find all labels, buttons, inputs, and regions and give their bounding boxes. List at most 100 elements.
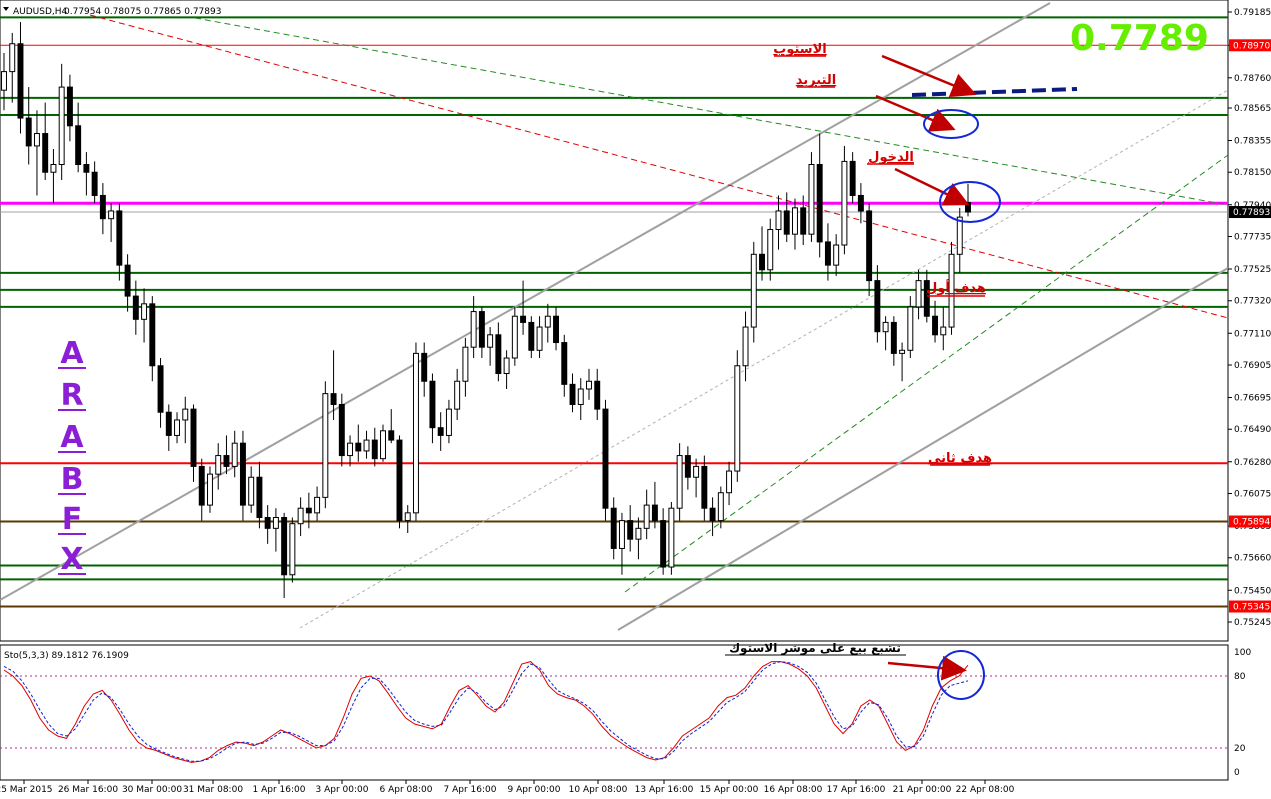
candle-body <box>487 334 494 348</box>
candle-body <box>198 465 205 506</box>
candle-body <box>726 470 733 494</box>
candle-body <box>33 133 40 147</box>
candle-body <box>923 280 930 317</box>
arabfx-watermark: A R A B F X <box>58 336 86 577</box>
candle-body <box>42 133 49 173</box>
stop-annotation: الاستوب <box>773 42 826 57</box>
cooling-arrow <box>875 94 956 132</box>
candle-body <box>693 465 700 478</box>
candle-body <box>775 210 782 231</box>
candle-body <box>421 352 428 382</box>
candle-body <box>445 408 452 436</box>
candle-body <box>660 520 667 568</box>
candle-body <box>264 516 271 529</box>
candle-body <box>470 311 477 348</box>
time-tick-label: 6 Apr 08:00 <box>380 785 433 795</box>
candle-body <box>462 346 469 382</box>
candle-body <box>553 315 560 344</box>
candle-body <box>380 430 386 460</box>
candle-body <box>338 403 345 457</box>
price-tick-label: 0.76905 <box>1234 361 1271 371</box>
channel-lower-line <box>617 267 1229 631</box>
candles <box>1 22 971 599</box>
candle-body <box>108 210 115 220</box>
entry-circle <box>939 181 1001 223</box>
price-tick-label: 0.77320 <box>1234 297 1271 307</box>
candle-body <box>58 86 65 165</box>
green-support-line <box>624 154 1229 593</box>
candle-body <box>874 280 881 333</box>
time-tick-label: 13 Apr 16:00 <box>635 785 694 795</box>
time-tick-label: 16 Apr 08:00 <box>764 785 823 795</box>
stoch-pane <box>0 644 1229 781</box>
current-price-big: 0.7789 <box>1070 18 1209 59</box>
candle-body <box>816 164 823 243</box>
candle-body <box>207 473 213 506</box>
stoch-tick-label: 0 <box>1234 768 1240 778</box>
symbol-dropdown-icon[interactable] <box>3 7 9 11</box>
channel-mid-line <box>299 89 1229 629</box>
candle-body <box>610 507 617 549</box>
candle-body <box>66 86 73 127</box>
stoch-main-line <box>3 661 969 763</box>
candle-body <box>437 427 444 436</box>
candle-body <box>478 311 485 348</box>
time-tick-label: 15 Apr 00:00 <box>700 785 759 795</box>
price-tick-label: 0.77940 <box>1234 201 1271 211</box>
candle-body <box>866 210 873 282</box>
horizontal-levels <box>0 16 1228 608</box>
candle-body <box>759 253 765 271</box>
stop-arrow <box>881 54 977 97</box>
candle-body <box>231 442 238 467</box>
candle-body <box>396 439 403 522</box>
symbol-label: AUDUSD,H4 <box>13 7 68 17</box>
candle-body <box>124 264 131 297</box>
candle-body <box>388 430 395 441</box>
green-trend-line <box>194 17 1229 206</box>
candle-body <box>157 365 164 413</box>
trend-lines <box>0 2 1229 631</box>
watermark-letter: A <box>60 336 84 371</box>
candle-body <box>223 455 230 467</box>
watermark-letter: R <box>60 378 83 413</box>
candle-body <box>627 520 634 540</box>
candle-body <box>132 295 139 320</box>
candle-body <box>503 357 510 375</box>
candle-body <box>833 244 840 266</box>
time-tick-label: 10 Apr 08:00 <box>569 785 628 795</box>
price-tick-label: 0.76075 <box>1234 489 1271 499</box>
candle-body <box>363 439 370 452</box>
stoch-tick-label: 100 <box>1234 648 1251 658</box>
price-flag-label: 0.78970 <box>1233 41 1270 51</box>
target2-annotation: هدف ثاني <box>928 451 992 466</box>
candle-body <box>75 125 82 166</box>
candle-body <box>454 380 461 410</box>
stoch-signal-line <box>3 661 969 762</box>
candle-body <box>750 253 757 328</box>
candle-body <box>17 43 24 119</box>
entry-annotation: الدخول <box>868 150 914 165</box>
candle-body <box>289 523 296 576</box>
candle-body <box>857 194 864 212</box>
candle-body <box>907 306 914 351</box>
time-tick-label: 17 Apr 16:00 <box>827 785 886 795</box>
price-tick-label: 0.77525 <box>1234 265 1271 275</box>
candle-body <box>50 164 57 173</box>
time-tick-label: 1 Apr 16:00 <box>253 785 306 795</box>
candle-body <box>577 388 584 405</box>
price-flag-label: 0.75345 <box>1233 603 1270 613</box>
candle-body <box>330 393 337 405</box>
candle-body <box>25 117 32 147</box>
stoch-arrow <box>887 655 967 681</box>
stoch-tick-label: 20 <box>1234 744 1246 754</box>
candle-body <box>965 202 971 213</box>
candle-body <box>569 383 576 405</box>
stoch-label: Sto(5,3,3) 89.1812 76.1909 <box>4 651 129 661</box>
time-tick-label: 9 Apr 00:00 <box>508 785 561 795</box>
watermark-letter: X <box>60 542 83 577</box>
candle-body <box>511 315 518 359</box>
time-tick-label: 7 Apr 16:00 <box>444 785 497 795</box>
target1-annotation: هدف أول <box>926 279 986 296</box>
time-axis: 25 Mar 2015 26 Mar 16:00 30 Mar 00:00 31 Ma… <box>0 780 1015 795</box>
